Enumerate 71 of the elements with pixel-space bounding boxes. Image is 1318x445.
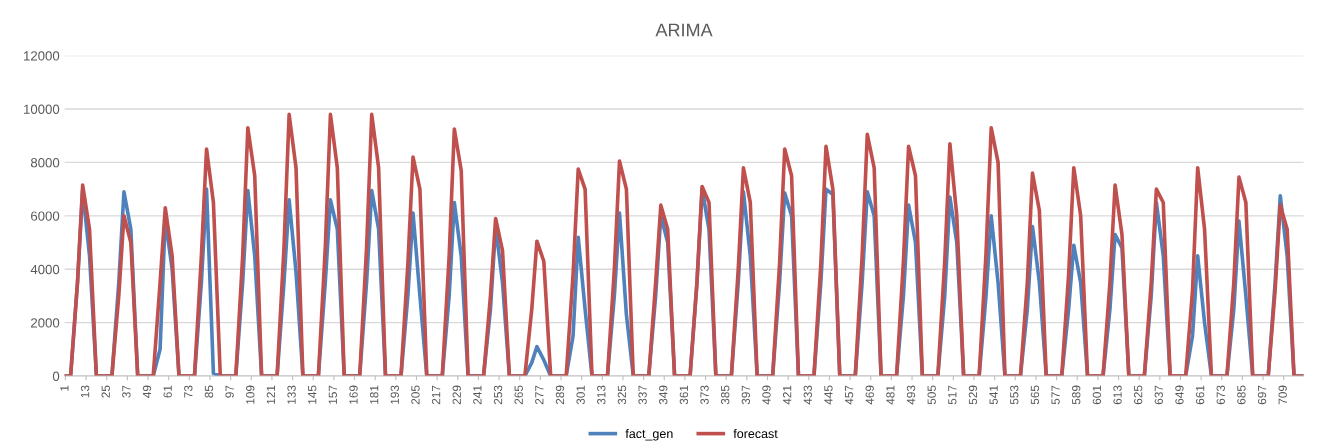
x-tick-label: 325 [617,385,627,405]
x-tick-label: 169 [349,385,358,404]
x-tick-label: 241 [473,385,482,405]
x-tick-label: 397 [741,385,751,405]
x-tick-label: 253 [493,385,503,405]
y-tick-label: 6000 [31,211,60,221]
x-tick-label: 649 [1175,385,1184,405]
x-tick-label: 229 [452,385,461,405]
x-tick-label: 193 [390,385,399,404]
x-tick-label: 73 [184,385,193,398]
y-tick-label: 12000 [24,51,60,61]
x-tick-label: 433 [803,385,812,405]
x-tick-label: 505 [927,385,936,405]
x-tick-label: 205 [411,385,420,405]
x-tick-label: 373 [700,385,709,405]
chart-title: ARIMA [655,23,713,37]
y-tick-label: 10000 [24,104,60,114]
x-tick-label: 289 [555,385,565,405]
x-tick-label: 421 [782,385,792,405]
x-tick-label: 37 [122,385,131,398]
x-tick-label: 553 [1010,385,1019,405]
x-tick-label: 517 [948,385,957,405]
x-tick-label: 337 [638,385,647,405]
x-tick-label: 121 [266,385,275,404]
x-tick-label: 481 [886,385,895,405]
y-tick-label: 2000 [31,318,60,328]
x-tick-label: 157 [328,385,338,404]
x-tick-label: 469 [865,385,874,405]
x-tick-label: 457 [845,385,854,405]
legend-label: fact_gen [625,428,673,441]
x-tick-label: 637 [1154,385,1163,405]
x-tick-label: 25 [101,385,110,398]
x-tick-label: 577 [1051,385,1060,405]
x-tick-label: 109 [246,385,255,404]
legend-label: forecast [733,428,778,439]
x-tick-label: 529 [968,385,978,405]
x-tick-label: 217 [431,385,441,405]
x-tick-label: 601 [1092,385,1102,405]
x-tick-label: 85 [204,385,214,398]
x-tick-label: 265 [514,385,523,405]
x-tick-label: 661 [1195,385,1205,405]
y-tick-label: 8000 [30,157,60,168]
x-tick-label: 565 [1030,385,1040,405]
x-tick-label: 625 [1133,385,1143,405]
x-tick-label: 133 [287,385,296,404]
x-tick-label: 409 [762,385,771,405]
x-tick-label: 313 [597,385,606,405]
x-tick-label: 361 [679,385,689,405]
x-tick-label: 697 [1257,385,1267,405]
x-tick-label: 385 [721,385,730,405]
x-tick-label: 61 [163,385,172,398]
x-tick-label: 589 [1072,385,1081,405]
y-tick-label: 4000 [30,264,60,275]
x-tick-label: 685 [1237,385,1246,405]
x-tick-label: 277 [535,385,544,405]
x-tick-label: 181 [369,385,379,404]
x-tick-label: 1 [60,385,69,391]
y-tick-label: 0 [52,371,60,381]
x-tick-label: 49 [142,385,152,398]
x-tick-label: 613 [1113,385,1122,405]
x-tick-label: 709 [1278,385,1287,405]
x-tick-label: 445 [824,385,833,405]
x-tick-label: 13 [80,385,90,398]
x-tick-label: 301 [576,385,585,405]
x-tick-label: 493 [906,385,916,405]
x-tick-label: 673 [1216,385,1225,405]
x-tick-label: 349 [659,385,668,405]
x-tick-label: 541 [989,385,998,405]
x-tick-label: 97 [225,385,234,398]
x-tick-label: 145 [308,385,317,404]
line-series [64,112,1304,377]
